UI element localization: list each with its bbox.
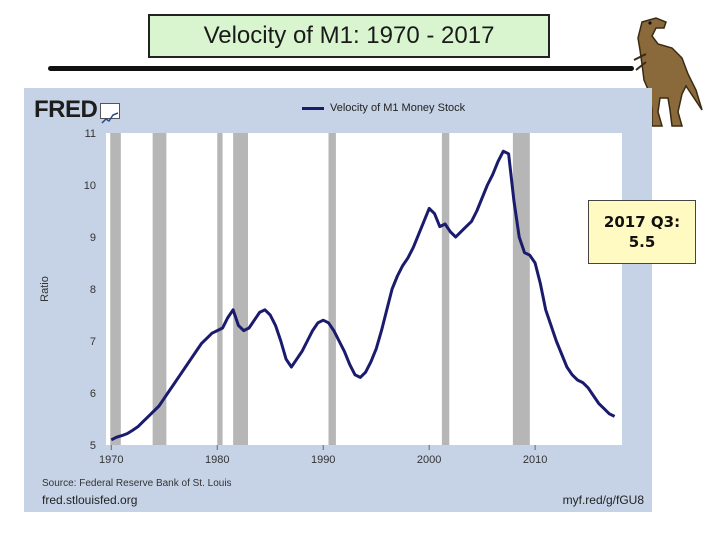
- x-tick-label: 1990: [311, 454, 335, 466]
- recession-band-6: [512, 133, 530, 445]
- recession-band-2: [217, 133, 223, 445]
- title-underline-divider: [48, 66, 634, 71]
- fred-chart-icon: [100, 102, 121, 124]
- recession-band-4: [328, 133, 336, 445]
- chart-axes: 5 6 7 8 9 10 11 1970 1980 1990 2000 2010: [84, 128, 548, 466]
- recession-band-5: [441, 133, 450, 445]
- recession-band-1: [152, 133, 167, 445]
- recession-bands: [110, 133, 530, 445]
- legend-label: Velocity of M1 Money Stock: [330, 102, 466, 114]
- chart-legend: Velocity of M1 Money Stock: [302, 102, 465, 114]
- slide-title: Velocity of M1: 1970 - 2017: [148, 14, 550, 58]
- y-tick-label: 10: [84, 180, 96, 192]
- x-tick-label: 2000: [417, 454, 441, 466]
- y-tick-label: 6: [90, 388, 96, 400]
- velocity-line-chart: 5 6 7 8 9 10 11 1970 1980 1990 2000 2010 Ratio: [39, 128, 622, 466]
- recession-band-0: [110, 133, 121, 445]
- latest-value-callout: 2017 Q3: 5.5: [588, 200, 696, 264]
- recession-band-3: [233, 133, 248, 445]
- plot-area: [106, 133, 622, 445]
- fred-short-link[interactable]: myf.red/g/fGU8: [562, 493, 644, 507]
- y-tick-label: 7: [90, 336, 96, 348]
- y-tick-label: 5: [90, 440, 96, 452]
- y-tick-label: 11: [85, 128, 96, 140]
- chart-source-note: Source: Federal Reserve Bank of St. Loui…: [42, 478, 232, 489]
- fred-logo-text: FRED: [34, 96, 98, 123]
- velocity-series-line: [110, 149, 616, 442]
- y-tick-label: 8: [90, 284, 96, 296]
- legend-swatch: [302, 106, 324, 110]
- fred-graph-panel: FRED Velocity of M1 Money Stock 5 6 7 8 9 10 1…: [24, 88, 652, 512]
- x-tick-label: 2010: [523, 454, 547, 466]
- x-tick-label: 1980: [205, 454, 229, 466]
- y-tick-label: 9: [90, 232, 96, 244]
- fred-logo: FRED: [34, 96, 121, 124]
- x-tick-label: 1970: [99, 454, 123, 466]
- y-axis-label: Ratio: [39, 276, 51, 302]
- fred-site-link[interactable]: fred.stlouisfed.org: [42, 493, 138, 507]
